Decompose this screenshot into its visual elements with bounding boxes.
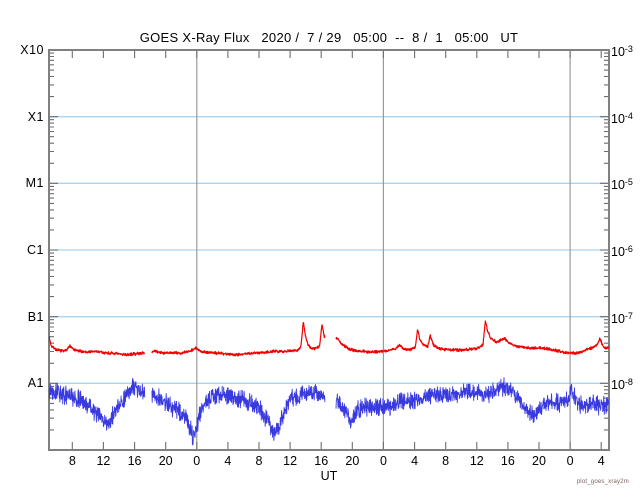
y-axis-right-label-1e-4: 10-4 xyxy=(611,110,633,126)
x-axis-tick-label: 4 xyxy=(224,454,232,468)
y-axis-left-label-c1: C1 xyxy=(27,243,44,257)
x-axis-tick-label: 4 xyxy=(597,454,605,468)
xray-long-1-8A-trace xyxy=(335,320,609,355)
y-axis-right-label-1e-5: 10-5 xyxy=(611,177,633,193)
x-axis-tick-label: 8 xyxy=(68,454,76,468)
x-axis-tick-label: 8 xyxy=(442,454,450,468)
x-axis-tick-label: 16 xyxy=(127,454,142,468)
axis-ticks xyxy=(49,50,609,450)
x-axis-tick-label: 12 xyxy=(469,454,484,468)
x-axis-tick-label: 4 xyxy=(411,454,419,468)
plot-frame xyxy=(48,49,610,451)
xray-short-0.5-4A-trace xyxy=(335,377,609,429)
y-axis-right-label-1e-8: 10-8 xyxy=(611,377,633,393)
x-axis-tick-label: 12 xyxy=(283,454,298,468)
x-axis-tick-label: 0 xyxy=(379,454,387,468)
x-axis-tick-label: 16 xyxy=(314,454,329,468)
y-axis-right-label-1e-7: 10-7 xyxy=(611,310,633,326)
x-axis-tick-label: 0 xyxy=(193,454,201,468)
xray-short-0.5-4A-trace xyxy=(49,378,146,431)
x-axis-title: UT xyxy=(320,469,338,483)
y-axis-left-label-x10: X10 xyxy=(20,43,44,57)
x-axis-tick-label: 20 xyxy=(345,454,360,468)
y-axis-left-label-x1: X1 xyxy=(27,109,44,124)
y-axis-left-label-m1: M1 xyxy=(25,176,44,191)
y-axis-left-label-b1: B1 xyxy=(27,309,44,324)
x-axis-tick-label: 20 xyxy=(158,454,173,468)
chart-title: GOES X-Ray Flux 2020 / 7 / 29 05:00 -- 8… xyxy=(139,30,519,45)
x-axis-tick-label: 20 xyxy=(532,454,546,468)
x-axis-tick-label: 8 xyxy=(255,454,263,468)
y-axis-left-label-a1: A1 xyxy=(27,376,44,391)
x-axis-tick-label: 12 xyxy=(96,454,111,468)
x-axis-tick-label: 16 xyxy=(500,454,515,468)
watermark-text: plot_goes_xray2m xyxy=(576,479,629,485)
y-axis-right-label-1e-6: 10-6 xyxy=(611,244,633,259)
x-axis-tick-label: 0 xyxy=(566,454,574,468)
xray-short-0.5-4A-trace xyxy=(151,383,326,446)
xray-long-1-8A-trace xyxy=(49,336,146,357)
y-axis-right-label-1e-3: 10-3 xyxy=(611,44,633,59)
xray-long-1-8A-trace xyxy=(151,322,326,357)
